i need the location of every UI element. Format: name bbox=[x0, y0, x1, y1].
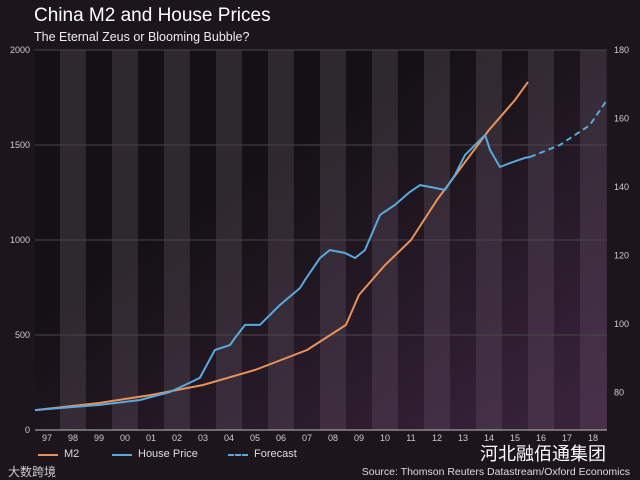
watermark-brand: 河北融佰通集团 bbox=[480, 444, 606, 464]
x-tick-label: 08 bbox=[328, 433, 338, 443]
x-tick-label: 03 bbox=[198, 433, 208, 443]
x-tick-label: 14 bbox=[484, 433, 494, 443]
legend-m2: M2 bbox=[38, 448, 79, 461]
x-tick-label: 01 bbox=[146, 433, 156, 443]
x-tick-label: 05 bbox=[250, 433, 260, 443]
legend-label-house-price: House Price bbox=[138, 448, 198, 460]
legend-house-price: House Price bbox=[112, 448, 198, 461]
x-tick-label: 12 bbox=[432, 433, 442, 443]
x-tick-label: 97 bbox=[42, 433, 52, 443]
series-line-forecast bbox=[529, 99, 608, 158]
series-line-house-price bbox=[34, 133, 531, 412]
x-tick-label: 11 bbox=[406, 433, 415, 443]
x-tick-label: 10 bbox=[380, 433, 390, 443]
x-tick-label: 99 bbox=[94, 433, 104, 443]
x-tick-label: 00 bbox=[120, 433, 130, 443]
legend-swatch-m2 bbox=[38, 453, 58, 456]
source-note: Source: Thomson Reuters Datastream/Oxfor… bbox=[361, 466, 630, 478]
y2-tick-label: 80 bbox=[614, 387, 624, 397]
y-tick-label: 1500 bbox=[10, 140, 30, 150]
x-tick-label: 13 bbox=[458, 433, 468, 443]
y-tick-label: 2000 bbox=[10, 45, 30, 55]
x-tick-label: 16 bbox=[536, 433, 546, 443]
legend-forecast: Forecast bbox=[228, 448, 297, 461]
x-tick-label: 18 bbox=[588, 433, 598, 443]
chart-subtitle: The Eternal Zeus or Blooming Bubble? bbox=[34, 30, 250, 44]
y-tick-label: 500 bbox=[15, 330, 30, 340]
y2-tick-label: 100 bbox=[614, 319, 629, 329]
x-tick-label: 15 bbox=[510, 433, 520, 443]
x-tick-label: 07 bbox=[302, 433, 312, 443]
y-tick-label: 1000 bbox=[10, 235, 30, 245]
chart-title: China M2 and House Prices bbox=[34, 5, 271, 26]
legend-swatch-forecast bbox=[228, 453, 248, 456]
y2-tick-label: 140 bbox=[614, 182, 629, 192]
x-tick-label: 04 bbox=[224, 433, 234, 443]
x-tick-label: 09 bbox=[354, 433, 364, 443]
legend-label-forecast: Forecast bbox=[254, 448, 297, 460]
y2-tick-label: 160 bbox=[614, 113, 629, 123]
legend-label-m2: M2 bbox=[64, 448, 80, 460]
y2-tick-label: 180 bbox=[614, 45, 629, 55]
watermark-corner: 大数跨境 bbox=[8, 465, 57, 479]
x-tick-label: 02 bbox=[172, 433, 182, 443]
legend-swatch-house-price bbox=[112, 453, 132, 456]
x-tick-label: 06 bbox=[276, 433, 286, 443]
y-tick-label: 0 bbox=[25, 425, 30, 435]
x-tick-label: 98 bbox=[68, 433, 78, 443]
x-tick-label: 17 bbox=[562, 433, 572, 443]
y2-tick-label: 120 bbox=[614, 250, 629, 260]
